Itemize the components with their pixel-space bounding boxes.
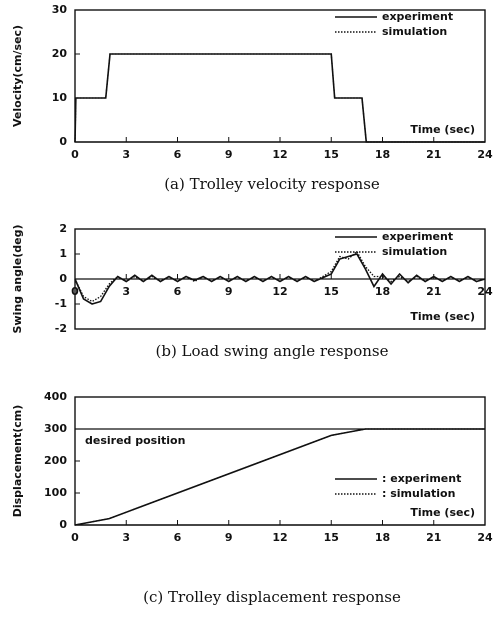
x-tick-label: 18 [375,285,390,298]
series-line [74,53,485,143]
reference-label: desired position [85,434,185,447]
x-tick-label: 3 [122,285,130,298]
y-tick-label: 30 [52,3,68,16]
legend-label: experiment [382,230,453,243]
x-tick-label: 15 [324,148,339,161]
legend-label: simulation [382,245,447,258]
y-tick-label: 2 [59,222,67,235]
x-tick-label: 15 [324,531,339,544]
x-tick-label: 12 [272,531,287,544]
y-axis-label: Swing angle(deg) [11,224,24,333]
x-tick-label: 9 [225,285,233,298]
legend-label: : simulation [382,487,455,500]
y-axis-label: Velocity(cm/sec) [11,25,24,127]
legend-label: simulation [382,25,447,38]
caption: (b) Load swing angle response [155,342,388,360]
x-tick-label: 21 [426,148,441,161]
x-tick-label: 12 [272,148,287,161]
x-axis-label: Time (sec) [410,310,475,323]
y-tick-label: 1 [59,247,67,260]
x-tick-label: 18 [375,531,390,544]
y-tick-label: 0 [59,518,67,531]
x-tick-label: 24 [477,531,493,544]
legend-label: experiment [382,10,453,23]
x-tick-label: 24 [477,285,493,298]
x-tick-label: 0 [71,531,79,544]
series-line [74,250,486,303]
y-tick-label: -1 [55,297,67,310]
y-tick-label: 0 [59,135,67,148]
x-tick-label: 9 [225,531,233,544]
y-tick-label: 300 [44,422,67,435]
x-tick-label: 3 [122,148,130,161]
y-tick-label: 0 [59,272,67,285]
x-tick-label: 9 [225,148,233,161]
x-axis-label: Time (sec) [410,506,475,519]
x-tick-label: 0 [71,148,79,161]
legend-label: : experiment [382,472,461,485]
caption: (c) Trolley displacement response [143,588,401,606]
x-tick-label: 21 [426,531,441,544]
y-tick-label: 100 [44,486,67,499]
x-tick-label: 24 [477,148,493,161]
x-tick-label: 21 [426,285,441,298]
x-tick-label: 6 [174,148,182,161]
caption: (a) Trolley velocity response [164,175,380,193]
x-tick-label: 18 [375,148,390,161]
y-axis-label: Displacement(cm) [11,405,24,518]
y-tick-label: 20 [52,47,68,60]
x-tick-label: 0 [71,285,79,298]
x-tick-label: 6 [174,531,182,544]
y-tick-label: 200 [44,454,67,467]
x-tick-label: 12 [272,285,287,298]
series-line [74,253,486,305]
x-axis-label: Time (sec) [410,123,475,136]
x-tick-label: 6 [174,285,182,298]
y-tick-label: 400 [44,390,67,403]
series-line [74,428,485,526]
x-tick-label: 15 [324,285,339,298]
y-tick-label: 10 [52,91,68,104]
y-tick-label: -2 [55,322,67,335]
x-tick-label: 3 [122,531,130,544]
